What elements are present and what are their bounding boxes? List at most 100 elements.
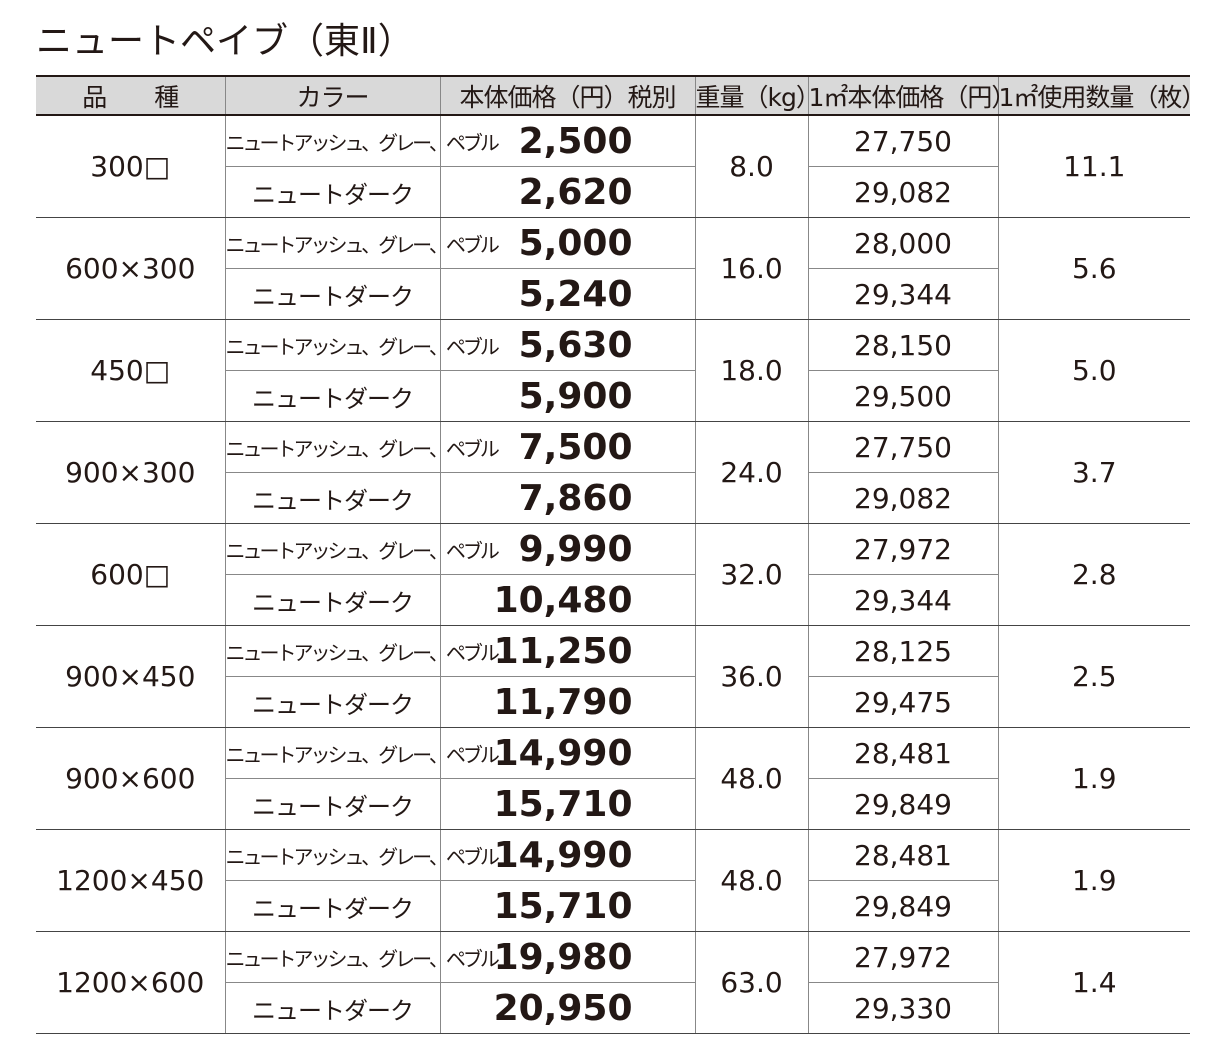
qty-cell: 5.0 (997, 319, 1190, 422)
price-cell: 20,950 (439, 982, 695, 1034)
price-m2-cell: 29,330 (807, 982, 998, 1034)
size-cell: 900×300 (36, 421, 225, 524)
table-row: 600□ ニュートアッシュ、グレー、ペブル 9,990 32.0 27,972 2.8 (36, 523, 1190, 626)
size-cell: 1200×450 (36, 829, 225, 932)
table-row: ニュートダーク 5,900 29,500 (36, 370, 1190, 422)
color-cell: ニュートアッシュ、グレー、ペブル (224, 931, 500, 983)
price-cell: 14,990 (439, 727, 695, 779)
price-cell: 19,980 (439, 931, 695, 983)
qty-cell: 2.5 (997, 625, 1190, 728)
table-row: 600×300 ニュートアッシュ、グレー、ペブル 5,000 16.0 28,000 5.… (36, 217, 1190, 320)
table-row: 300□ ニュートアッシュ、グレー、ペブル 2,500 8.0 27,750 11.1 (36, 115, 1190, 218)
price-cell: 2,620 (439, 166, 695, 218)
size-cell: 300□ (36, 115, 225, 218)
color-cell: ニュートアッシュ、グレー、ペブル (224, 115, 500, 167)
table-row: 1200×450 ニュートアッシュ、グレー、ペブル 14,990 48.0 28,481… (36, 829, 1190, 932)
price-m2-cell: 29,849 (807, 880, 998, 932)
size-cell: 600□ (36, 523, 225, 626)
price-cell: 14,990 (439, 829, 695, 881)
price-m2-cell: 28,150 (807, 319, 998, 371)
price-cell: 5,900 (439, 370, 695, 422)
qty-cell: 1.4 (997, 931, 1190, 1034)
size-cell: 900×450 (36, 625, 225, 728)
color-cell: ニュートダーク (224, 166, 440, 218)
qty-cell: 11.1 (997, 115, 1190, 218)
price-cell: 7,860 (439, 472, 695, 524)
table-row: ニュートダーク 5,240 29,344 (36, 268, 1190, 320)
price-m2-cell: 29,475 (807, 676, 998, 728)
table-body: 300□ ニュートアッシュ、グレー、ペブル 2,500 8.0 27,750 11.1 ニュ… (36, 115, 1190, 1034)
color-cell: ニュートダーク (224, 574, 440, 626)
weight-cell: 18.0 (694, 319, 808, 422)
weight-cell: 32.0 (694, 523, 808, 626)
qty-cell: 2.8 (997, 523, 1190, 626)
table-row: ニュートダーク 20,950 29,330 (36, 982, 1190, 1034)
size-cell: 450□ (36, 319, 225, 422)
price-m2-cell: 27,750 (807, 115, 998, 167)
price-table: 品 種カラー 本体価格（円）税別 重量（kg） 1㎡本体価格（円） 1㎡使用数量（枚） … (36, 75, 1206, 1034)
size-cell: 600×300 (36, 217, 225, 320)
price-m2-cell: 29,849 (807, 778, 998, 830)
price-cell: 10,480 (439, 574, 695, 626)
color-cell: ニュートアッシュ、グレー、ペブル (224, 523, 500, 575)
color-cell: ニュートダーク (224, 268, 440, 320)
table-row: ニュートダーク 11,790 29,475 (36, 676, 1190, 728)
table-row: 1200×600 ニュートアッシュ、グレー、ペブル 19,980 63.0 27,972… (36, 931, 1190, 1034)
table-row: ニュートダーク 15,710 29,849 (36, 778, 1190, 830)
color-cell: ニュートアッシュ、グレー、ペブル (224, 625, 500, 677)
qty-cell: 5.6 (997, 217, 1190, 320)
color-cell: ニュートダーク (224, 472, 440, 524)
price-cell: 11,250 (439, 625, 695, 677)
color-cell: ニュートアッシュ、グレー、ペブル (224, 829, 500, 881)
price-m2-cell: 28,000 (807, 217, 998, 269)
color-cell: ニュートアッシュ、グレー、ペブル (224, 319, 500, 371)
table-row: 900×450 ニュートアッシュ、グレー、ペブル 11,250 36.0 28,125 2… (36, 625, 1190, 728)
header-row: 品 種カラー 本体価格（円）税別 重量（kg） 1㎡本体価格（円） 1㎡使用数量（枚） (36, 75, 1206, 116)
price-m2-cell: 28,481 (807, 727, 998, 779)
table-row: 900×600 ニュートアッシュ、グレー、ペブル 14,990 48.0 28,481 1… (36, 727, 1190, 830)
color-cell: ニュートダーク (224, 982, 440, 1034)
color-cell: ニュートアッシュ、グレー、ペブル (224, 217, 500, 269)
price-m2-cell: 27,972 (807, 523, 998, 575)
table-row: 900×300 ニュートアッシュ、グレー、ペブル 7,500 24.0 27,750 3.… (36, 421, 1190, 524)
table-row: ニュートダーク 7,860 29,082 (36, 472, 1190, 524)
table-row: 450□ ニュートアッシュ、グレー、ペブル 5,630 18.0 28,150 5.0 (36, 319, 1190, 422)
price-m2-cell: 28,125 (807, 625, 998, 677)
price-m2-cell: 29,500 (807, 370, 998, 422)
header-cell: 1㎡本体価格（円） (807, 75, 1016, 116)
size-cell: 900×600 (36, 727, 225, 830)
price-m2-cell: 29,344 (807, 268, 998, 320)
color-cell: ニュートダーク (224, 778, 440, 830)
price-m2-cell: 28,481 (807, 829, 998, 881)
price-cell: 15,710 (439, 880, 695, 932)
price-m2-cell: 29,082 (807, 166, 998, 218)
price-cell: 5,240 (439, 268, 695, 320)
header-cell: 本体価格（円）税別 (439, 75, 695, 116)
table-row: ニュートダーク 2,620 29,082 (36, 166, 1190, 218)
price-m2-cell: 27,750 (807, 421, 998, 473)
qty-cell: 3.7 (997, 421, 1190, 524)
weight-cell: 16.0 (694, 217, 808, 320)
weight-cell: 48.0 (694, 727, 808, 830)
price-cell: 5,630 (439, 319, 695, 371)
color-cell: ニュートアッシュ、グレー、ペブル (224, 727, 500, 779)
weight-cell: 36.0 (694, 625, 808, 728)
color-cell: ニュートダーク (224, 880, 440, 932)
header-cell: 1㎡使用数量（枚） (997, 75, 1206, 116)
color-cell: ニュートアッシュ、グレー、ペブル (224, 421, 500, 473)
price-cell: 9,990 (439, 523, 695, 575)
weight-cell: 24.0 (694, 421, 808, 524)
header-cell: 品 種 (36, 75, 225, 116)
color-cell: ニュートダーク (224, 370, 440, 422)
weight-cell: 63.0 (694, 931, 808, 1034)
price-cell: 7,500 (439, 421, 695, 473)
price-m2-cell: 29,344 (807, 574, 998, 626)
table-row: ニュートダーク 15,710 29,849 (36, 880, 1190, 932)
weight-cell: 48.0 (694, 829, 808, 932)
title: ニュートペイブ（東Ⅱ） (36, 21, 414, 62)
qty-cell: 1.9 (997, 829, 1190, 932)
size-cell: 1200×600 (36, 931, 225, 1034)
price-cell: 2,500 (439, 115, 695, 167)
header-cell: カラー (224, 75, 440, 116)
